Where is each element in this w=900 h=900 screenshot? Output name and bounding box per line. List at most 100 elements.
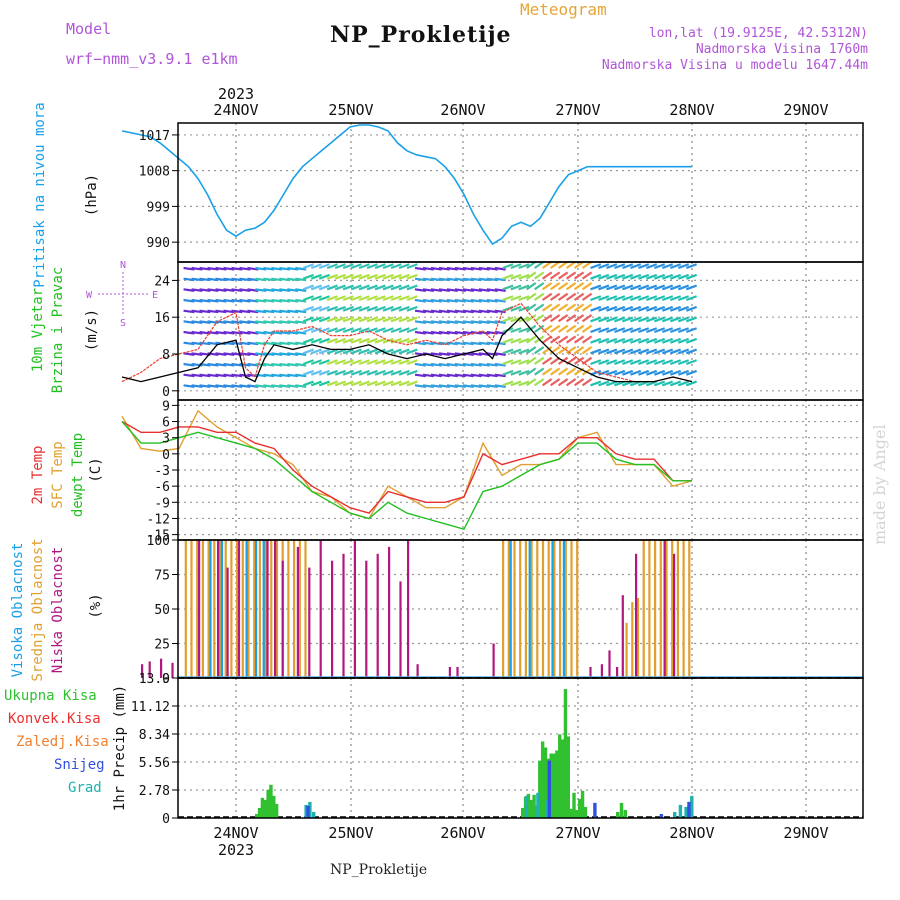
wind-arrow — [486, 373, 498, 378]
wind-arrow — [199, 384, 211, 388]
cloud-mid-bar — [207, 540, 210, 678]
wind-arrow — [334, 284, 346, 291]
wind-arrow — [510, 348, 522, 355]
precip-total-bar — [580, 790, 585, 818]
wind-arrow — [622, 369, 634, 376]
wind-arrow — [630, 263, 642, 270]
wind-arrow — [622, 305, 634, 312]
cloud-mid-axis-label: Srednja Oblacnost — [30, 538, 46, 681]
cloud-mid-bar — [676, 540, 679, 678]
wind-arrow — [502, 295, 514, 302]
wind-arrow — [255, 266, 267, 271]
wind-arrow — [295, 288, 307, 292]
bottom-day-label: 25NOV — [328, 824, 373, 842]
cloud-low-bar — [365, 560, 368, 678]
panel-frame — [177, 677, 864, 819]
wind-arrow — [590, 295, 602, 302]
wind-arrow — [215, 266, 227, 271]
wind-arrow — [414, 277, 427, 282]
wind-arrow — [534, 282, 545, 291]
wind-arrow — [287, 341, 299, 346]
wind-arrow — [318, 348, 330, 355]
wind-arrow — [518, 327, 530, 334]
wind-arrow — [422, 298, 435, 303]
wind-arrow — [661, 380, 674, 387]
cloud-low-bar — [148, 661, 151, 678]
wind-arrow — [598, 337, 610, 344]
bottom-year-label: 2023 — [218, 841, 254, 859]
wind-arrow — [382, 305, 394, 312]
cloud-mid-bar — [671, 540, 674, 678]
wind-arrow — [661, 316, 674, 323]
wind-arrow — [374, 273, 386, 280]
wind-arrow — [677, 295, 690, 302]
wind-arrow — [199, 277, 211, 282]
wind-arrow — [366, 369, 378, 376]
wind-arrow — [677, 273, 690, 280]
wind-arrow — [406, 284, 418, 291]
wind-arrow — [518, 348, 530, 355]
wind-arrow — [654, 380, 666, 387]
wind-arrow — [382, 284, 394, 291]
dewpoint-line — [121, 421, 692, 531]
wind-arrow — [685, 369, 698, 376]
cloud-low-bar — [319, 540, 322, 678]
wind-arrow — [207, 341, 219, 346]
wind-arrow — [622, 295, 634, 302]
wind-arrow — [318, 273, 330, 280]
wind-arrow — [590, 273, 602, 280]
wind-arrow — [550, 282, 561, 291]
cloud-low-bar — [281, 560, 284, 678]
wind-arrow — [557, 292, 569, 301]
top-day-label: 25NOV — [328, 101, 373, 119]
meteogram-label: Meteogram — [520, 0, 607, 19]
cloud-low-bar — [635, 553, 638, 678]
wind-arrow — [326, 284, 338, 291]
wind-arrow — [350, 273, 362, 280]
wind-arrow — [598, 295, 610, 302]
wind-arrow — [502, 337, 514, 344]
cloud-mid-bar — [230, 540, 233, 678]
cloud-mid-bar — [304, 540, 307, 678]
wind-arrow — [630, 295, 642, 302]
wind-arrow — [669, 369, 682, 376]
wind-arrow — [565, 367, 577, 376]
wind-arrow — [318, 359, 330, 366]
wind-arrow — [215, 288, 227, 292]
wind-arrow — [622, 273, 634, 280]
pressure-tick-label: 999 — [147, 200, 170, 215]
wind-arrow — [622, 284, 634, 291]
wind-arrow — [557, 271, 569, 280]
cloud-mid-bar — [507, 540, 510, 678]
wind-arrow — [614, 359, 626, 366]
wind-arrow — [342, 348, 354, 355]
wind-arrow — [502, 263, 514, 270]
watermark: made by Angel — [870, 424, 889, 545]
wind-arrow — [502, 359, 514, 366]
precip-total-bar — [555, 750, 559, 818]
wind-arrow — [255, 320, 267, 324]
wind-arrow — [350, 305, 362, 312]
precip-graupel-bar — [673, 811, 677, 818]
wind-arrow — [390, 295, 402, 302]
wind-arrow — [542, 303, 553, 312]
cloud-mid-bar — [547, 540, 550, 678]
wind-arrow — [191, 352, 203, 356]
wind-arrow — [661, 263, 674, 270]
wind-arrow — [646, 337, 658, 344]
cloud-mid-bar — [184, 540, 187, 678]
wind-arrow — [247, 277, 259, 282]
wind-arrow — [534, 271, 545, 280]
wind-arrow — [207, 362, 219, 367]
wind-arrow — [502, 380, 514, 387]
wind-arrow — [358, 337, 370, 344]
wind-arrow — [654, 327, 666, 334]
wind-arrow — [669, 263, 682, 270]
legend-snow: Snijeg — [54, 757, 105, 773]
wind-arrow — [231, 330, 243, 335]
compass-north-label: N — [120, 260, 126, 271]
wind-arrow — [302, 359, 314, 366]
wind-arrow — [542, 282, 553, 291]
cloud-low-bar — [407, 540, 410, 678]
wind-arrow — [454, 266, 466, 271]
